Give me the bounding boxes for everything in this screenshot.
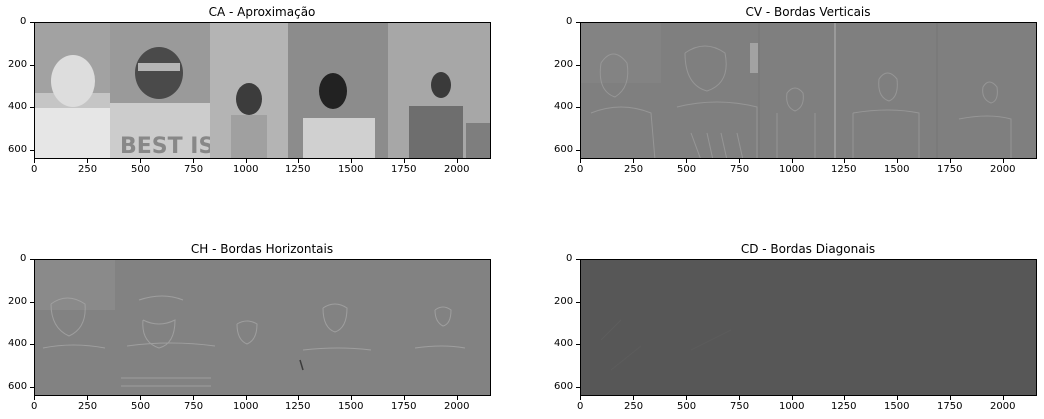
x-tick-label: 1000 (779, 401, 804, 412)
x-tick-label: 2000 (990, 164, 1015, 175)
x-tick-label: 0 (577, 164, 583, 175)
x-tick-label: 1250 (285, 401, 310, 412)
panel-title: CV - Bordas Verticais (745, 5, 870, 19)
x-tick-label: 1500 (338, 401, 363, 412)
y-tick-label: 0 (566, 16, 572, 27)
y-tick-label: 400 (8, 338, 27, 349)
x-tick-label: 1750 (391, 401, 416, 412)
x-tick-label: 1500 (338, 164, 363, 175)
y-tick-label: 0 (20, 253, 26, 264)
x-tick-label: 1000 (233, 401, 258, 412)
panel-title: CD - Bordas Diagonais (741, 242, 875, 256)
x-tick-label: 1250 (831, 164, 856, 175)
svg-text:BEST IS: BEST IS (120, 134, 214, 159)
image-cd-svg (581, 260, 1037, 396)
image-cv-svg (581, 23, 1037, 159)
y-tick-label: 600 (8, 144, 27, 155)
image-cv (580, 22, 1037, 159)
y-tick-label: 600 (554, 381, 573, 392)
x-tick-label: 2000 (990, 401, 1015, 412)
y-tick-label: 200 (8, 59, 27, 70)
x-tick-label: 1000 (779, 164, 804, 175)
image-ch (34, 259, 491, 396)
x-tick-label: 1500 (884, 401, 909, 412)
x-tick-label: 750 (184, 164, 203, 175)
x-tick-label: 750 (730, 164, 749, 175)
y-tick-label: 200 (554, 296, 573, 307)
x-tick-label: 750 (184, 401, 203, 412)
x-tick-label: 1250 (285, 164, 310, 175)
image-ca-svg: BEST IS (35, 23, 491, 159)
x-tick-label: 0 (31, 401, 37, 412)
x-tick-label: 1250 (831, 401, 856, 412)
y-tick-label: 200 (554, 59, 573, 70)
y-tick-label: 0 (566, 253, 572, 264)
x-tick-label: 2000 (444, 401, 469, 412)
image-ca: BEST IS (34, 22, 491, 159)
x-tick-label: 500 (131, 401, 150, 412)
y-tick-label: 200 (8, 296, 27, 307)
x-tick-label: 250 (78, 164, 97, 175)
panel-title: CA - Aproximação (209, 5, 316, 19)
x-tick-label: 1750 (937, 164, 962, 175)
x-tick-label: 500 (677, 164, 696, 175)
x-tick-label: 250 (624, 164, 643, 175)
x-tick-label: 0 (577, 401, 583, 412)
x-tick-label: 750 (730, 401, 749, 412)
x-tick-label: 1750 (391, 164, 416, 175)
image-cd (580, 259, 1037, 396)
x-tick-label: 500 (677, 401, 696, 412)
x-tick-label: 1750 (937, 401, 962, 412)
y-tick-label: 600 (8, 381, 27, 392)
panel-title: CH - Bordas Horizontais (191, 242, 333, 256)
x-tick-label: 1000 (233, 164, 258, 175)
image-ch-svg (35, 260, 491, 396)
y-tick-label: 0 (20, 16, 26, 27)
x-tick-label: 500 (131, 164, 150, 175)
y-tick-label: 400 (8, 101, 27, 112)
x-tick-label: 0 (31, 164, 37, 175)
x-tick-label: 250 (624, 401, 643, 412)
x-tick-label: 250 (78, 401, 97, 412)
y-tick-label: 400 (554, 338, 573, 349)
y-tick-label: 600 (554, 144, 573, 155)
x-tick-label: 2000 (444, 164, 469, 175)
y-tick-label: 400 (554, 101, 573, 112)
x-tick-label: 1500 (884, 164, 909, 175)
